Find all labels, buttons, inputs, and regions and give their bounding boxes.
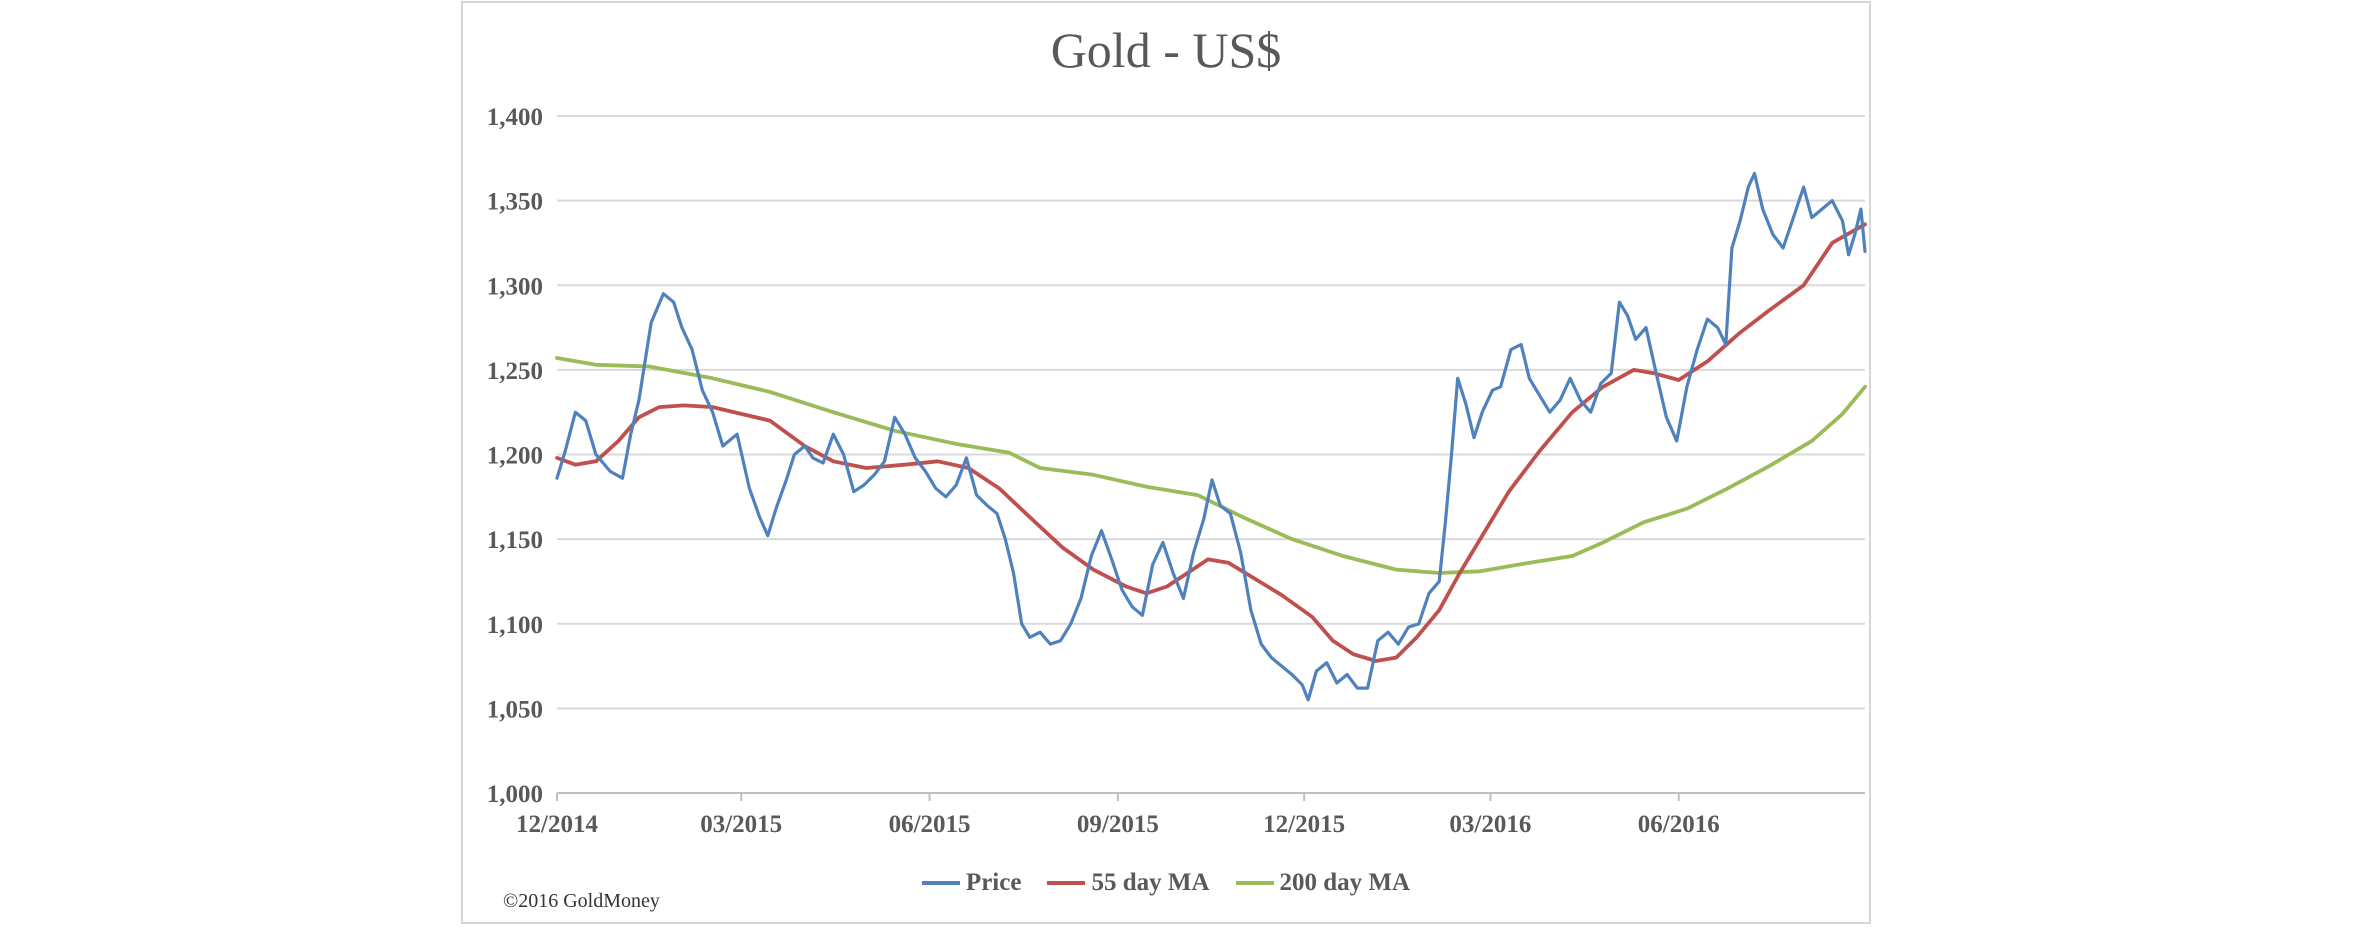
- y-tick-label: 1,350: [487, 189, 543, 216]
- legend-item: 55 day MA: [1047, 869, 1210, 897]
- y-tick-label: 1,400: [487, 104, 543, 131]
- x-tick-label: 12/2014: [516, 811, 598, 838]
- y-tick-label: 1,300: [487, 273, 543, 300]
- y-tick-label: 1,150: [487, 527, 543, 554]
- chart-title: Gold - US$: [1050, 22, 1282, 78]
- chart-frame: Gold - US$ 1,000 1,050 1,100 1,150 1,200 1,25…: [461, 1, 1871, 924]
- x-tick-label: 06/2016: [1638, 811, 1720, 838]
- y-tick-label: 1,250: [487, 358, 543, 385]
- x-tick-label: 09/2015: [1077, 811, 1159, 838]
- legend-label: 55 day MA: [1091, 869, 1210, 896]
- y-tick-label: 1,100: [487, 612, 543, 639]
- y-tick-label: 1,050: [487, 696, 543, 723]
- chart-plot-area: 1,000 1,050 1,100 1,150 1,200 1,250 1,300 1,350…: [487, 104, 1867, 838]
- 55-day-ma-series-line: [555, 222, 1867, 663]
- x-tick-label: 03/2015: [700, 811, 782, 838]
- y-tick-label: 1,000: [487, 781, 543, 808]
- 200-day-ma-series-line: [555, 356, 1867, 575]
- legend-swatch: [1235, 881, 1274, 885]
- copyright-text: ©2016 GoldMoney: [503, 890, 660, 912]
- chart-legend: Price 55 day MA 200 day MA: [463, 869, 1869, 897]
- price-series-line: [555, 171, 1867, 702]
- legend-item: Price: [921, 869, 1022, 897]
- legend-swatch: [1047, 881, 1086, 885]
- legend-item: 200 day MA: [1235, 869, 1411, 897]
- legend-label: 200 day MA: [1279, 869, 1411, 896]
- y-tick-label: 1,200: [487, 443, 543, 470]
- legend-label: Price: [965, 869, 1022, 896]
- x-tick-label: 06/2015: [889, 811, 971, 838]
- x-tick-label: 12/2015: [1263, 811, 1345, 838]
- x-tick-label: 03/2016: [1449, 811, 1531, 838]
- legend-swatch: [921, 881, 960, 885]
